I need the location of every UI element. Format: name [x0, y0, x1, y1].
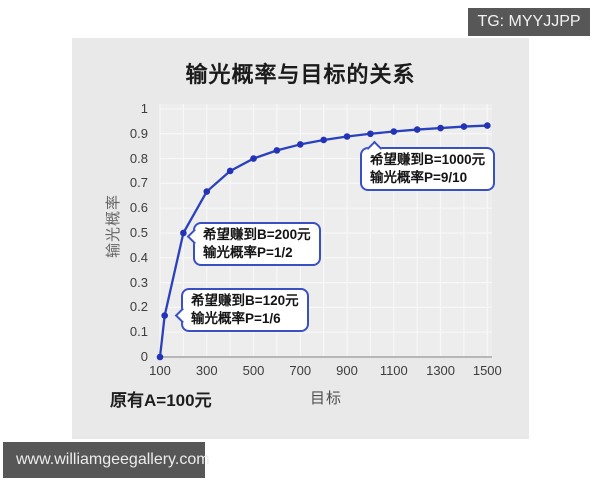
callout-b120-line2: 输光概率P=1/6	[191, 310, 281, 326]
x-tick-label: 1500	[472, 363, 502, 378]
x-tick-label: 300	[195, 363, 218, 378]
callout-b200: 希望赚到B=200元 输光概率P=1/2	[193, 222, 321, 266]
callout-b1000-line2: 输光概率P=9/10	[370, 169, 468, 185]
callout-b120: 希望赚到B=120元 输光概率P=1/6	[181, 288, 309, 332]
y-tick-label: 0.1	[129, 324, 148, 340]
chart-title: 输光概率与目标的关系	[185, 62, 416, 87]
x-axis-label: 目标	[309, 390, 342, 407]
site-watermark-badge: www.williamgeegallery.com	[3, 442, 210, 478]
x-tick-label: 900	[336, 363, 358, 378]
y-tick-label: 0.5	[129, 224, 148, 240]
callout-b200-line1: 希望赚到B=200元	[203, 227, 311, 242]
y-tick-label: 0.3	[129, 274, 148, 290]
tg-watermark-badge: TG: MYYJJPP	[468, 8, 590, 36]
y-tick-label: 0.2	[129, 299, 148, 315]
x-tick-label: 500	[242, 363, 265, 378]
x-tick-label: 1100	[379, 363, 408, 378]
y-tick-label: 0.4	[129, 249, 148, 265]
callout-b1000: 希望赚到B=1000元 输光概率P=9/10	[360, 147, 496, 191]
y-tick-label: 1	[140, 100, 148, 116]
x-tick-label: 100	[149, 363, 171, 378]
y-tick-label: 0.7	[129, 175, 148, 191]
x-tick-label: 700	[289, 363, 312, 378]
y-tick-label: 0.8	[129, 150, 148, 166]
callout-b120-line1: 希望赚到B=120元	[191, 293, 299, 308]
y-tick-label: 0.6	[129, 200, 148, 216]
callout-b200-line2: 输光概率P=1/2	[203, 244, 293, 260]
callout-b1000-line1: 希望赚到B=1000元	[370, 152, 486, 167]
y-tick-label: 0.9	[129, 125, 148, 141]
x-tick-label: 1300	[426, 363, 456, 378]
initial-capital-note: 原有A=100元	[110, 391, 212, 410]
y-tick-label: 0	[140, 349, 148, 364]
